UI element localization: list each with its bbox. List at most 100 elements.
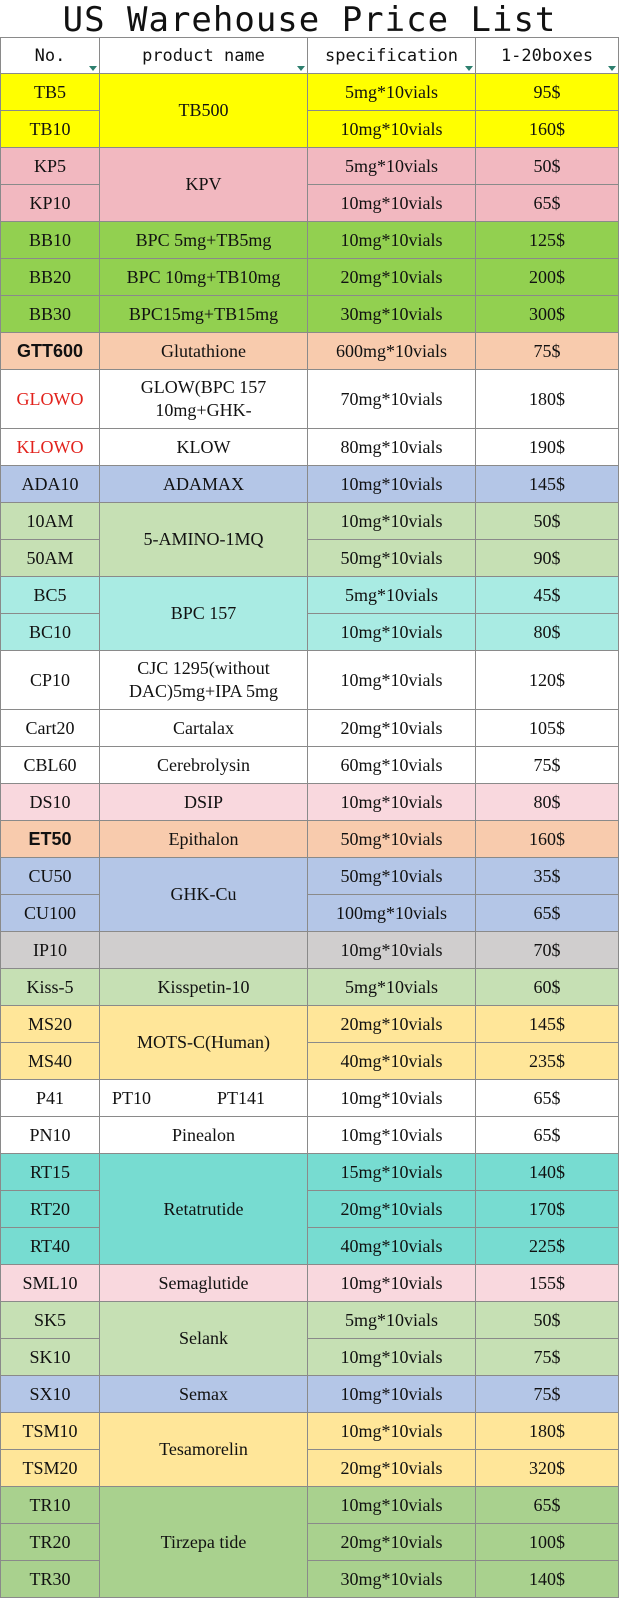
specification: 70mg*10vials [307, 369, 476, 429]
table-row: SK10 10mg*10vials 75$ [0, 1338, 619, 1376]
product-code: CP10 [0, 650, 100, 710]
price: 190$ [475, 428, 619, 466]
product-name: GLOW(BPC 157 10mg+GHK- [99, 369, 308, 429]
product-code: GLOWO [0, 369, 100, 429]
product-name: GHK-Cu [99, 857, 308, 932]
specification: 20mg*10vials [307, 258, 476, 296]
price: 180$ [475, 1412, 619, 1450]
header-no[interactable]: No. [0, 37, 100, 74]
product-name: DSIP [99, 783, 308, 821]
specification: 10mg*10vials [307, 1338, 476, 1376]
table-row: TR20 20mg*10vials 100$ [0, 1523, 619, 1561]
table-row: SML10 Semaglutide 10mg*10vials 155$ [0, 1264, 619, 1302]
table-row: Cart20 Cartalax 20mg*10vials 105$ [0, 709, 619, 747]
product-code: ADA10 [0, 465, 100, 503]
price: 160$ [475, 110, 619, 148]
table-row: MS20 MOTS-C(Human) 20mg*10vials 145$ [0, 1005, 619, 1080]
header-price-label: 1-20boxes [500, 45, 594, 66]
specification: 100mg*10vials [307, 894, 476, 932]
filter-dropdown-icon[interactable] [297, 66, 305, 71]
product-code: PN10 [0, 1116, 100, 1154]
specification: 20mg*10vials [307, 1005, 476, 1043]
table-row: BC10 10mg*10vials 80$ [0, 613, 619, 651]
table-row: BC5 BPC 157 5mg*10vials 45$ [0, 576, 619, 651]
product-code: TR20 [0, 1523, 100, 1561]
product-name: BPC 157 [99, 576, 308, 651]
price: 120$ [475, 650, 619, 710]
product-code: TSM20 [0, 1449, 100, 1487]
specification: 20mg*10vials [307, 1523, 476, 1561]
price: 100$ [475, 1523, 619, 1561]
specification: 30mg*10vials [307, 295, 476, 333]
product-code: MS40 [0, 1042, 100, 1080]
product-code: BB20 [0, 258, 100, 296]
filter-dropdown-icon[interactable] [608, 66, 616, 71]
product-code: RT15 [0, 1153, 100, 1191]
price: 80$ [475, 783, 619, 821]
table-row: RT40 40mg*10vials 225$ [0, 1227, 619, 1265]
header-price[interactable]: 1-20boxes [475, 37, 619, 74]
price-table: No. product name specification 1-20boxes… [0, 37, 619, 1598]
product-code: SK10 [0, 1338, 100, 1376]
product-code: 50AM [0, 539, 100, 577]
price: 45$ [475, 576, 619, 614]
product-code: IP10 [0, 931, 100, 969]
price: 65$ [475, 894, 619, 932]
header-product-name[interactable]: product name [99, 37, 308, 74]
product-name: KLOW [99, 428, 308, 466]
header-specification-label: specification [324, 45, 459, 66]
product-name: Pinealon [99, 1116, 308, 1154]
filter-dropdown-icon[interactable] [89, 66, 97, 71]
product-code: SX10 [0, 1375, 100, 1413]
price: 75$ [475, 746, 619, 784]
table-row: KP10 10mg*10vials 65$ [0, 184, 619, 222]
table-row: BB30 BPC15mg+TB15mg 30mg*10vials 300$ [0, 295, 619, 333]
product-name [99, 931, 308, 969]
product-code: ET50 [0, 820, 100, 858]
specification: 10mg*10vials [307, 613, 476, 651]
price: 180$ [475, 369, 619, 429]
specification: 10mg*10vials [307, 1079, 476, 1117]
product-code: GTT600 [0, 332, 100, 370]
table-row: P41 PT10 PT141 10mg*10vials 65$ [0, 1079, 619, 1117]
specification: 5mg*10vials [307, 73, 476, 111]
product-code: KP5 [0, 147, 100, 185]
product-code: TR10 [0, 1486, 100, 1524]
price: 50$ [475, 502, 619, 540]
product-code: RT40 [0, 1227, 100, 1265]
price: 235$ [475, 1042, 619, 1080]
filter-dropdown-icon[interactable] [465, 66, 473, 71]
product-code: DS10 [0, 783, 100, 821]
table-row: MS40 40mg*10vials 235$ [0, 1042, 619, 1080]
price: 170$ [475, 1190, 619, 1228]
table-row: 10AM 5-AMINO-1MQ 10mg*10vials 50$ [0, 502, 619, 577]
price: 75$ [475, 1338, 619, 1376]
specification: 50mg*10vials [307, 820, 476, 858]
price: 125$ [475, 221, 619, 259]
table-row: GTT600 Glutathione 600mg*10vials 75$ [0, 332, 619, 370]
product-name: CJC 1295(without DAC)5mg+IPA 5mg [99, 650, 308, 710]
price: 35$ [475, 857, 619, 895]
specification: 10mg*10vials [307, 1412, 476, 1450]
price: 65$ [475, 184, 619, 222]
product-name: Semaglutide [99, 1264, 308, 1302]
specification: 5mg*10vials [307, 1301, 476, 1339]
header-row: No. product name specification 1-20boxes [0, 37, 619, 74]
product-code: RT20 [0, 1190, 100, 1228]
product-name: BPC15mg+TB15mg [99, 295, 308, 333]
product-name: Cartalax [99, 709, 308, 747]
specification: 10mg*10vials [307, 1375, 476, 1413]
product-name: Glutathione [99, 332, 308, 370]
product-code: CBL60 [0, 746, 100, 784]
product-code: BC5 [0, 576, 100, 614]
header-specification[interactable]: specification [307, 37, 476, 74]
product-name: Semax [99, 1375, 308, 1413]
product-code: MS20 [0, 1005, 100, 1043]
price: 65$ [475, 1486, 619, 1524]
price: 60$ [475, 968, 619, 1006]
table-row: CU50 GHK-Cu 50mg*10vials 35$ [0, 857, 619, 932]
product-name: TB500 [99, 73, 308, 148]
table-row: KP5 KPV 5mg*10vials 50$ [0, 147, 619, 222]
page-title: US Warehouse Price List [62, 0, 557, 40]
table-row: BB10 BPC 5mg+TB5mg 10mg*10vials 125$ [0, 221, 619, 259]
